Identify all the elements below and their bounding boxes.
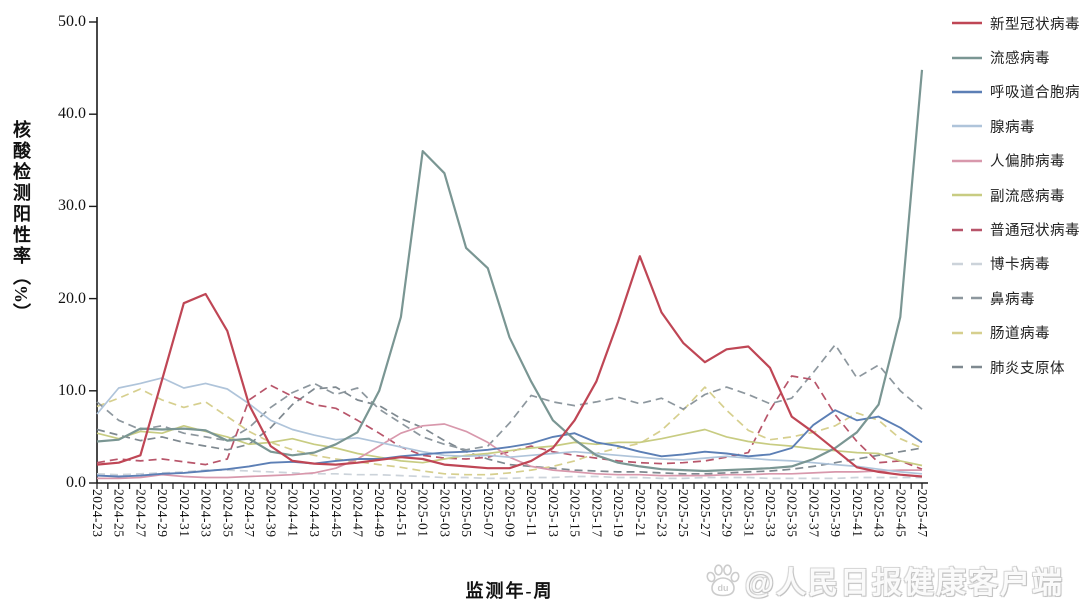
x-tick-label: 2025-03 xyxy=(437,489,453,538)
solid-line-swatch-icon xyxy=(952,56,982,59)
y-axis-unit: （%） xyxy=(11,267,31,321)
x-tick-label: 2025-39 xyxy=(828,489,844,538)
x-tick-label: 2024-45 xyxy=(328,489,344,538)
solid-line-swatch-icon xyxy=(952,90,982,94)
x-tick-label: 2025-47 xyxy=(915,489,930,538)
x-tick-label: 2025-09 xyxy=(502,489,518,538)
y-tick-label: 0.0 xyxy=(66,474,86,491)
legend-item: 肠道病毒 xyxy=(952,316,1080,350)
x-tick-label: 2025-23 xyxy=(654,489,670,538)
x-tick-label: 2024-37 xyxy=(241,489,257,538)
x-tick-label: 2025-21 xyxy=(632,489,648,538)
legend-item: 博卡病毒 xyxy=(952,247,1080,281)
legend-label: 人偏肺病毒 xyxy=(990,154,1065,171)
legend-item: 腺病毒 xyxy=(952,109,1080,143)
legend: 新型冠状病毒流感病毒呼吸道合胞病毒腺病毒人偏肺病毒副流感病毒普通冠状病毒博卡病毒… xyxy=(952,6,1080,384)
x-tick-label: 2025-37 xyxy=(806,489,822,538)
x-tick-label: 2025-33 xyxy=(763,489,779,538)
x-tick-label: 2025-41 xyxy=(849,489,865,538)
x-tick-label: 2025-29 xyxy=(719,489,735,538)
paw-icon: du xyxy=(706,564,740,597)
dashed-line-swatch-icon xyxy=(952,365,982,369)
y-tick-label: 10.0 xyxy=(58,381,86,399)
series-line-呼吸道合胞病毒 xyxy=(96,409,923,478)
y-tick-label: 50.0 xyxy=(58,13,86,30)
x-tick-label: 2025-01 xyxy=(415,489,431,538)
legend-item: 呼吸道合胞病毒 xyxy=(952,75,1080,109)
x-tick-label: 2024-47 xyxy=(350,489,366,538)
series-line-博卡病毒 xyxy=(96,469,922,480)
solid-line-swatch-icon xyxy=(952,159,982,162)
legend-label: 肠道病毒 xyxy=(990,326,1050,343)
x-tick-label: 2025-15 xyxy=(567,489,583,538)
legend-label: 腺病毒 xyxy=(990,119,1035,136)
watermark: du @人民日报健康客户端 xyxy=(703,558,1064,602)
x-tick-label: 2025-19 xyxy=(611,489,627,538)
x-tick-label: 2025-43 xyxy=(871,489,887,538)
series-line-流感病毒 xyxy=(96,69,924,473)
legend-item: 人偏肺病毒 xyxy=(952,144,1080,178)
series-line-副流感病毒 xyxy=(96,424,923,467)
series-line-肠道病毒 xyxy=(96,386,923,476)
legend-label: 博卡病毒 xyxy=(990,257,1050,274)
x-tick-label: 2024-23 xyxy=(90,489,105,538)
dashed-line-swatch-icon xyxy=(952,297,982,300)
x-tick-label: 2024-35 xyxy=(220,489,236,538)
x-tick-label: 2024-29 xyxy=(155,489,171,538)
dashed-line-swatch-icon xyxy=(952,331,982,334)
legend-label: 呼吸道合胞病毒 xyxy=(990,85,1080,102)
x-tick-label: 2025-25 xyxy=(676,489,692,538)
series-line-腺病毒 xyxy=(96,377,923,475)
legend-label: 肺炎支原体 xyxy=(990,360,1065,377)
series-line-肺炎支原体 xyxy=(96,386,923,475)
legend-label: 鼻病毒 xyxy=(990,291,1035,308)
x-tick-label: 2025-27 xyxy=(697,489,713,538)
legend-label: 新型冠状病毒 xyxy=(990,16,1080,33)
x-tick-label: 2024-39 xyxy=(263,489,279,538)
solid-line-swatch-icon xyxy=(952,193,982,197)
legend-item: 新型冠状病毒 xyxy=(952,6,1080,40)
x-tick-label: 2024-41 xyxy=(285,489,301,538)
series-line-新型冠状病毒 xyxy=(96,255,923,478)
x-tick-label: 2025-11 xyxy=(524,489,540,537)
x-tick-label: 2024-51 xyxy=(393,489,409,538)
x-tick-label: 2024-49 xyxy=(372,489,388,538)
legend-item: 肺炎支原体 xyxy=(952,350,1080,384)
legend-item: 流感病毒 xyxy=(952,40,1080,74)
y-tick-label: 40.0 xyxy=(58,105,86,123)
x-tick-label: 2024-31 xyxy=(176,489,192,538)
x-tick-label: 2024-27 xyxy=(133,489,149,538)
x-tick-label: 2025-07 xyxy=(480,489,496,538)
x-tick-label: 2025-17 xyxy=(589,489,605,538)
x-tick-label: 2025-31 xyxy=(741,489,757,538)
x-tick-label: 2024-33 xyxy=(198,489,214,538)
y-axis-title-text: 核酸检测阳性率 xyxy=(11,120,31,267)
watermark-text: @人民日报健康客户端 xyxy=(744,567,1064,600)
x-tick-label: 2025-35 xyxy=(784,489,800,538)
legend-item: 副流感病毒 xyxy=(952,178,1080,212)
solid-line-swatch-icon xyxy=(952,125,982,128)
x-tick-label: 2024-43 xyxy=(307,489,323,538)
legend-item: 鼻病毒 xyxy=(952,281,1080,315)
x-tick-label: 2025-13 xyxy=(545,489,561,538)
y-tick-label: 30.0 xyxy=(58,197,86,215)
dashed-line-swatch-icon xyxy=(952,228,982,231)
x-tick-label: 2024-25 xyxy=(111,489,127,538)
solid-line-swatch-icon xyxy=(952,21,982,25)
series-line-鼻病毒 xyxy=(96,343,923,451)
legend-label: 普通冠状病毒 xyxy=(990,223,1080,240)
legend-label: 流感病毒 xyxy=(990,51,1050,68)
x-axis-title: 监测年-周 xyxy=(465,581,554,601)
legend-label: 副流感病毒 xyxy=(990,188,1065,205)
series-line-普通冠状病毒 xyxy=(96,375,923,470)
dashed-line-swatch-icon xyxy=(952,262,982,266)
x-tick-label: 2025-45 xyxy=(893,489,909,538)
y-axis-title: 核酸检测阳性率（%） xyxy=(8,120,34,321)
x-tick-label: 2025-05 xyxy=(459,489,475,538)
legend-item: 普通冠状病毒 xyxy=(952,212,1080,246)
y-tick-label: 20.0 xyxy=(58,289,86,307)
paw-icon-letters: du xyxy=(717,583,728,593)
